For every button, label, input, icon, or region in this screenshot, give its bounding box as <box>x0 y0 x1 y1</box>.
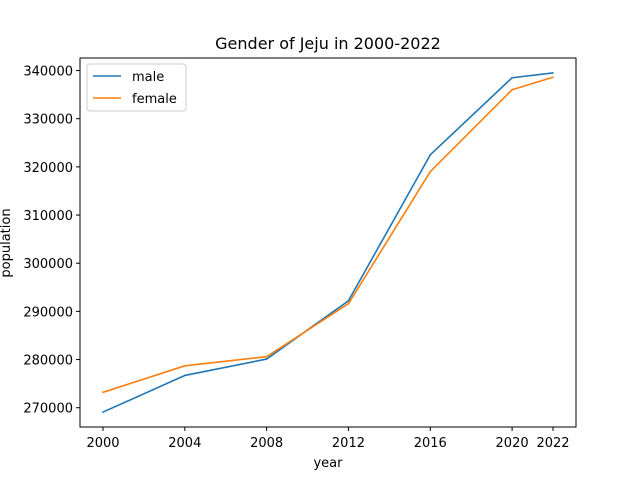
y-tick-label: 310000 <box>23 209 73 224</box>
legend-label-male: male <box>132 70 164 85</box>
x-tick-label: 2012 <box>332 436 365 451</box>
data-point-male <box>347 299 350 302</box>
x-tick-label: 2022 <box>536 436 569 451</box>
plot-frame <box>79 57 577 428</box>
data-point-male <box>552 72 554 74</box>
data-point-male <box>265 358 268 360</box>
data-point-female <box>102 391 104 394</box>
data-point-male <box>184 374 186 377</box>
data-point-female <box>511 88 513 91</box>
data-point-female <box>184 365 186 367</box>
y-tick-label: 320000 <box>23 161 73 176</box>
legend-label-female: female <box>132 92 177 107</box>
axis-ticks: 2000 2004 2008 2012 2016 2020 2022 270000 280000… <box>23 65 569 451</box>
x-tick-label: 2020 <box>496 436 529 451</box>
y-tick-label: 290000 <box>23 305 73 320</box>
data-point-female <box>265 355 268 358</box>
data-point-female <box>552 76 554 79</box>
data-point-male <box>102 411 104 413</box>
legend: male female <box>86 63 187 112</box>
y-tick-label: 270000 <box>23 402 73 417</box>
chart-title: Gender of Jeju in 2000-2022 <box>215 34 441 53</box>
x-axis-label: year <box>313 456 343 471</box>
data-point-male <box>429 154 432 156</box>
y-tick-label: 300000 <box>23 257 73 272</box>
x-tick-label: 2008 <box>250 436 283 451</box>
data-point-female <box>347 302 350 305</box>
y-axis-label: population <box>0 208 14 277</box>
data-point-male <box>511 76 513 79</box>
y-tick-label: 280000 <box>23 354 73 369</box>
data-point-female <box>429 170 432 173</box>
y-tick-label: 340000 <box>23 65 73 80</box>
x-tick-label: 2016 <box>414 436 447 451</box>
y-tick-label: 330000 <box>23 113 73 128</box>
series-lines <box>102 72 554 413</box>
x-tick-label: 2000 <box>86 436 119 451</box>
x-tick-label: 2004 <box>168 436 201 451</box>
